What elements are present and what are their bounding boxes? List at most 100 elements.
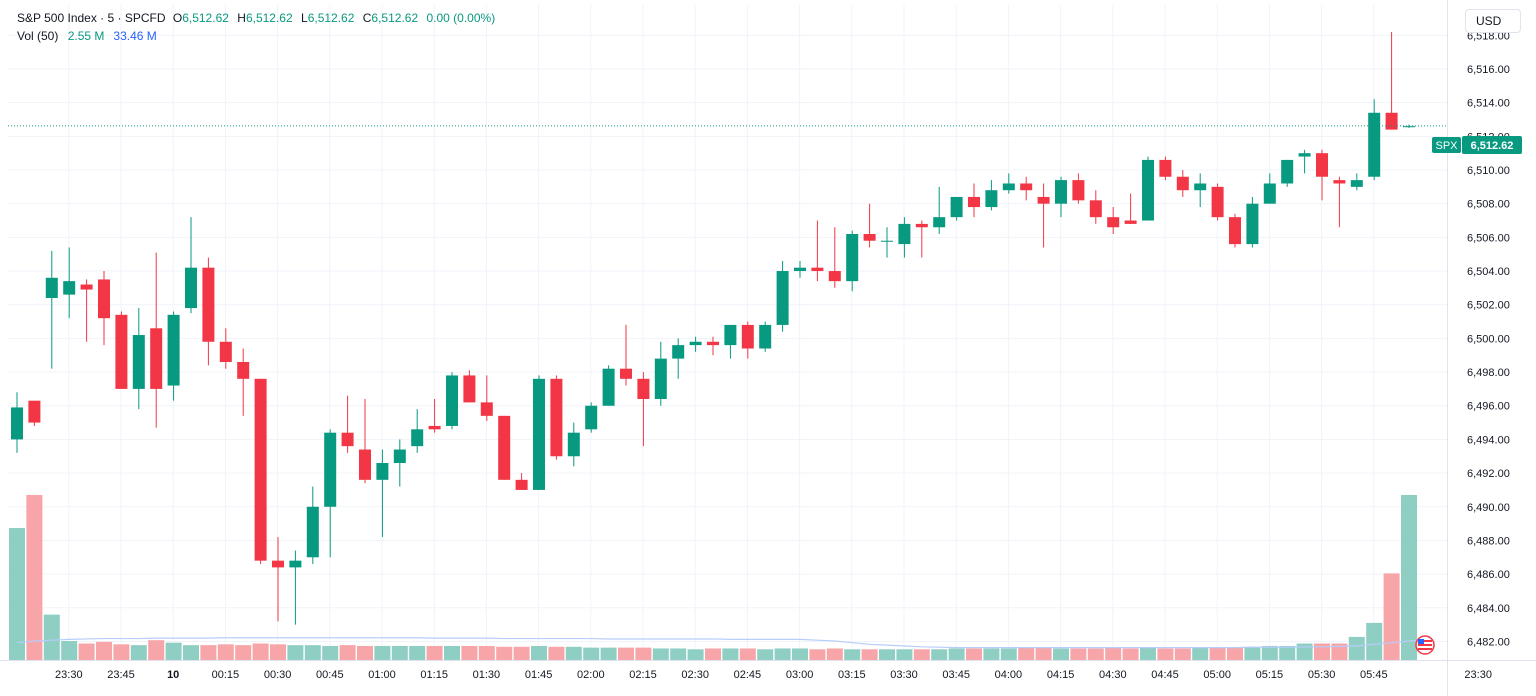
time-tick-label: 02:00 bbox=[577, 669, 605, 681]
candle bbox=[1229, 213, 1241, 248]
candle bbox=[585, 402, 598, 433]
candle bbox=[376, 449, 389, 538]
volume-ma-value: 33.46 M bbox=[113, 29, 157, 43]
candle bbox=[550, 375, 563, 460]
volume-bar bbox=[1314, 643, 1330, 660]
volume-legend[interactable]: Vol (50) 2.55 M 33.46 M bbox=[17, 29, 157, 43]
candle-body bbox=[393, 449, 406, 463]
volume-bar bbox=[1366, 622, 1383, 660]
candle-body bbox=[324, 432, 337, 507]
candle-body bbox=[968, 196, 980, 208]
volume-bar bbox=[1140, 647, 1156, 660]
candle bbox=[202, 257, 215, 366]
candle bbox=[898, 217, 911, 258]
volume-bar bbox=[687, 649, 704, 660]
symbol-name[interactable]: S&P 500 Index · 5 · SPCFD bbox=[17, 11, 166, 25]
candle bbox=[28, 400, 41, 426]
volume-bar bbox=[826, 648, 843, 660]
time-tick-label: 02:15 bbox=[629, 669, 657, 681]
time-tick-label: 01:30 bbox=[473, 669, 501, 681]
candle-body bbox=[828, 271, 841, 282]
candle bbox=[45, 250, 58, 369]
candle bbox=[1020, 176, 1033, 201]
candle-body bbox=[80, 284, 93, 290]
flag-icon[interactable] bbox=[1415, 635, 1435, 655]
candle-body bbox=[881, 240, 893, 242]
candle bbox=[393, 439, 406, 487]
price-tick-label: 6,492.00 bbox=[1467, 468, 1510, 480]
volume-bar bbox=[774, 648, 791, 660]
volume-bar bbox=[130, 645, 147, 660]
time-tick-label: 03:00 bbox=[786, 669, 814, 681]
candle bbox=[741, 321, 754, 359]
candle bbox=[1124, 193, 1137, 224]
time-tick-label: 23:30 bbox=[55, 669, 83, 681]
candle bbox=[306, 486, 319, 565]
time-tick-label: 00:45 bbox=[316, 669, 344, 681]
volume-bars bbox=[9, 495, 1417, 660]
candle bbox=[968, 183, 980, 218]
candle-body bbox=[811, 267, 824, 272]
time-axis[interactable]: 23:30 23:45 10 00:15 00:30 00:45 01:00 01:15 01:… bbox=[55, 669, 1492, 681]
price-tick-label: 6,494.00 bbox=[1467, 434, 1510, 446]
candle-body bbox=[341, 432, 354, 447]
volume-bar bbox=[426, 645, 443, 660]
candle-body bbox=[707, 341, 719, 346]
candle-body bbox=[1194, 183, 1207, 191]
candle bbox=[80, 279, 93, 342]
candle-body bbox=[985, 190, 998, 208]
symbol-legend[interactable]: S&P 500 Index · 5 · SPCFD O6,512.62 H6,5… bbox=[17, 11, 500, 25]
candle-body bbox=[1089, 200, 1102, 218]
candle-body bbox=[585, 405, 598, 430]
candle-body bbox=[237, 361, 250, 379]
volume-bar bbox=[357, 645, 373, 660]
candle-body bbox=[1229, 217, 1241, 245]
candle-body bbox=[289, 560, 302, 568]
time-tick-label: 01:45 bbox=[525, 669, 553, 681]
price-tick-label: 6,516.00 bbox=[1467, 64, 1510, 76]
volume-bar bbox=[513, 646, 530, 660]
candle bbox=[1263, 173, 1276, 204]
volume-bar bbox=[565, 646, 582, 660]
candle bbox=[115, 311, 128, 389]
candle-body bbox=[411, 429, 424, 447]
volume-bar bbox=[43, 614, 60, 660]
volume-bar bbox=[739, 648, 756, 660]
volume-bar bbox=[270, 644, 286, 660]
volume-bar bbox=[948, 648, 965, 660]
volume-bar bbox=[548, 646, 565, 660]
candle bbox=[1037, 183, 1050, 248]
volume-bar bbox=[1087, 648, 1104, 660]
price-axis[interactable]: 6,482.00 6,484.00 6,486.00 6,488.00 6,490.00… bbox=[1467, 30, 1510, 648]
candle bbox=[846, 230, 859, 292]
candle-body bbox=[1298, 153, 1311, 157]
volume-bar bbox=[531, 645, 547, 660]
candle bbox=[219, 328, 232, 369]
high-label: H bbox=[237, 11, 246, 25]
volume-bar bbox=[478, 645, 495, 660]
volume-bar bbox=[1122, 648, 1139, 660]
time-tick-label: 02:45 bbox=[734, 669, 762, 681]
candle bbox=[707, 336, 719, 356]
volume-bar bbox=[583, 647, 600, 660]
candle bbox=[150, 252, 163, 428]
volume-bar bbox=[635, 647, 652, 660]
candle bbox=[567, 422, 580, 467]
price-tick-label: 6,502.00 bbox=[1467, 300, 1510, 312]
volume-bar bbox=[61, 641, 78, 660]
candle-body bbox=[915, 223, 928, 228]
volume-bar bbox=[96, 641, 112, 660]
candle-body bbox=[1350, 180, 1363, 187]
time-tick-label: 00:15 bbox=[212, 669, 240, 681]
candle-body bbox=[98, 279, 110, 319]
time-tick-label: 05:15 bbox=[1256, 669, 1284, 681]
candle-body bbox=[533, 378, 545, 490]
volume-bar bbox=[9, 528, 25, 660]
volume-bar bbox=[1053, 648, 1069, 660]
volume-bar bbox=[600, 647, 617, 660]
currency-button[interactable]: USD bbox=[1465, 9, 1521, 33]
candle-body bbox=[1124, 220, 1137, 224]
volume-bar bbox=[1105, 647, 1122, 660]
volume-bar bbox=[374, 645, 391, 660]
